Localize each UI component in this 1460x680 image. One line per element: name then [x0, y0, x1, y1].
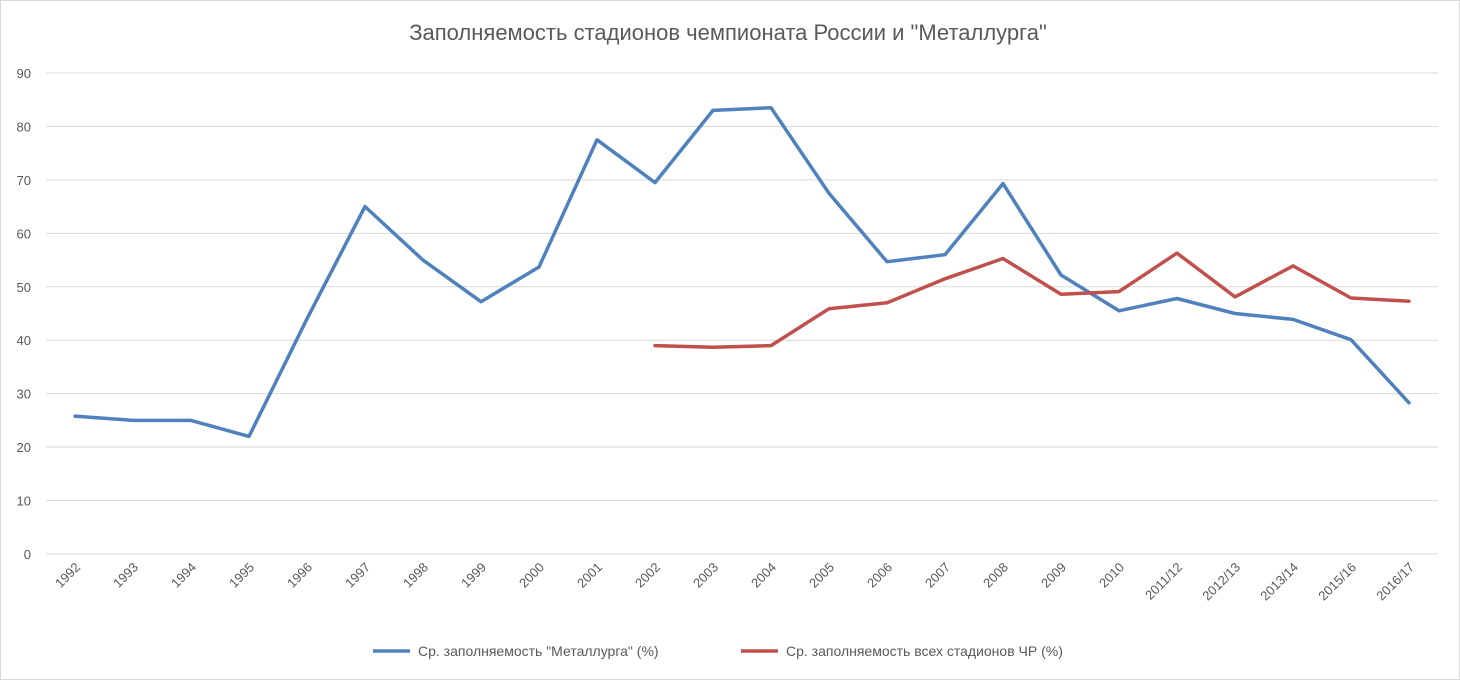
y-tick-label: 80: [17, 119, 31, 134]
gridlines: [46, 72, 1438, 555]
x-tick-label: 1994: [168, 560, 199, 591]
x-tick-label: 2004: [748, 560, 779, 591]
x-tick-label: 2009: [1038, 560, 1069, 591]
x-tick-label: 1996: [284, 560, 315, 591]
series-line-0: [73, 105, 1411, 439]
x-tick-label: 2010: [1096, 560, 1127, 591]
x-tick-label: 2005: [806, 560, 837, 591]
series-line-1: [653, 251, 1411, 349]
x-tick-label: 1995: [226, 560, 257, 591]
x-tick-label: 2016/17: [1373, 560, 1417, 604]
x-tick-label: 2000: [516, 560, 547, 591]
x-tick-label: 1992: [52, 560, 83, 591]
x-tick-label: 2011/12: [1142, 560, 1185, 603]
y-tick-label: 60: [17, 226, 31, 241]
legend-label: Ср. заполняемость всех стадионов ЧР (%): [786, 643, 1063, 659]
x-tick-label: 2002: [632, 560, 663, 591]
x-tick-label: 2001: [574, 560, 605, 591]
x-tick-label: 2007: [922, 560, 953, 591]
y-tick-label: 50: [17, 280, 31, 295]
x-tick-label: 2008: [980, 560, 1011, 591]
x-tick-label: 2015/16: [1315, 560, 1359, 604]
y-tick-label: 30: [17, 387, 31, 402]
y-tick-label: 0: [24, 547, 31, 562]
x-tick-label: 1998: [400, 560, 431, 591]
series-lines: [73, 105, 1411, 439]
x-tick-label: 2013/14: [1257, 560, 1301, 604]
legend-label: Ср. заполняемость "Металлурга" (%): [418, 643, 659, 659]
chart-title: Заполняемость стадионов чемпионата Росси…: [409, 20, 1047, 45]
x-tick-label: 1999: [458, 560, 489, 591]
x-tick-label: 1993: [110, 560, 141, 591]
y-axis-ticks: 0 10 20 30 40 50 60 70 80 90: [17, 66, 31, 562]
y-tick-label: 20: [17, 440, 31, 455]
x-tick-label: 1997: [342, 560, 373, 591]
x-tick-label: 2012/13: [1199, 560, 1243, 604]
y-tick-label: 90: [17, 66, 31, 81]
x-tick-label: 2006: [864, 560, 895, 591]
y-tick-label: 70: [17, 173, 31, 188]
x-tick-label: 2003: [690, 560, 721, 591]
y-tick-label: 40: [17, 333, 31, 348]
y-tick-label: 10: [17, 494, 31, 509]
x-axis-ticks: 1992 1993 1994 1995 1996 1997 1998 1999 2000 2001…: [52, 560, 1417, 604]
legend: Ср. заполняемость "Металлурга" (%) Ср. за…: [373, 643, 1063, 659]
